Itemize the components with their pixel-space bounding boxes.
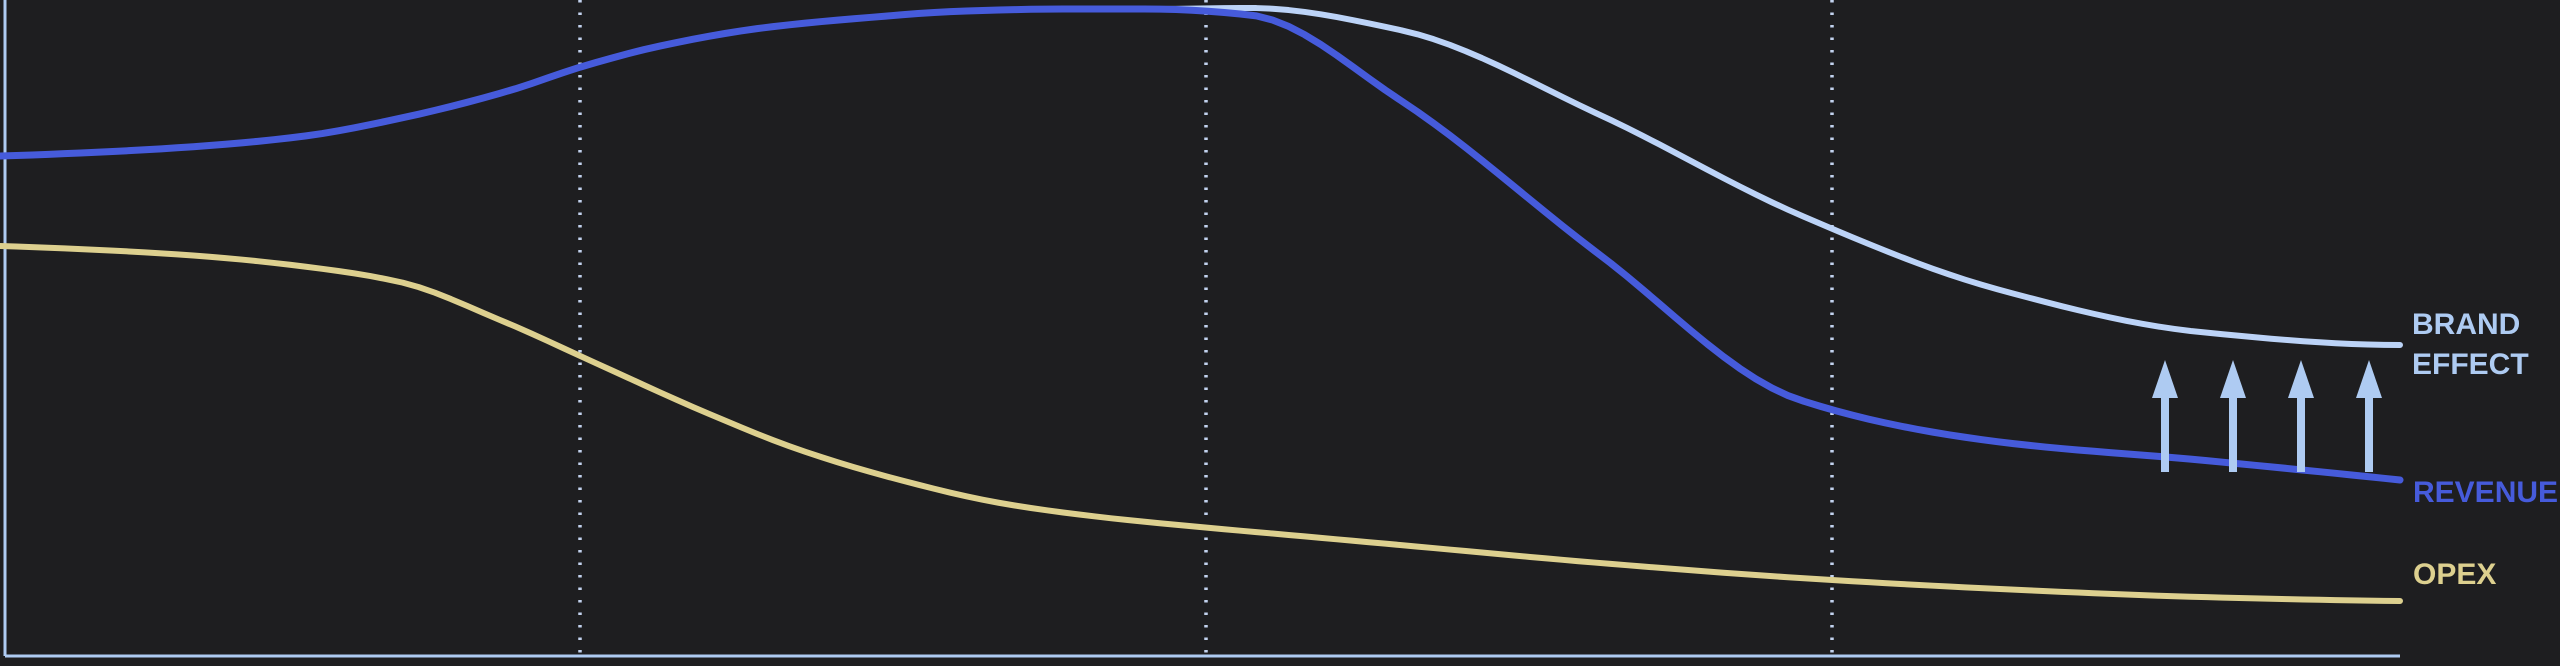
- svg-text:EFFECT: EFFECT: [2412, 348, 2529, 381]
- svg-text:REVENUE: REVENUE: [2413, 476, 2558, 509]
- svg-text:OPEX: OPEX: [2413, 558, 2496, 591]
- svg-text:BRAND: BRAND: [2412, 308, 2520, 341]
